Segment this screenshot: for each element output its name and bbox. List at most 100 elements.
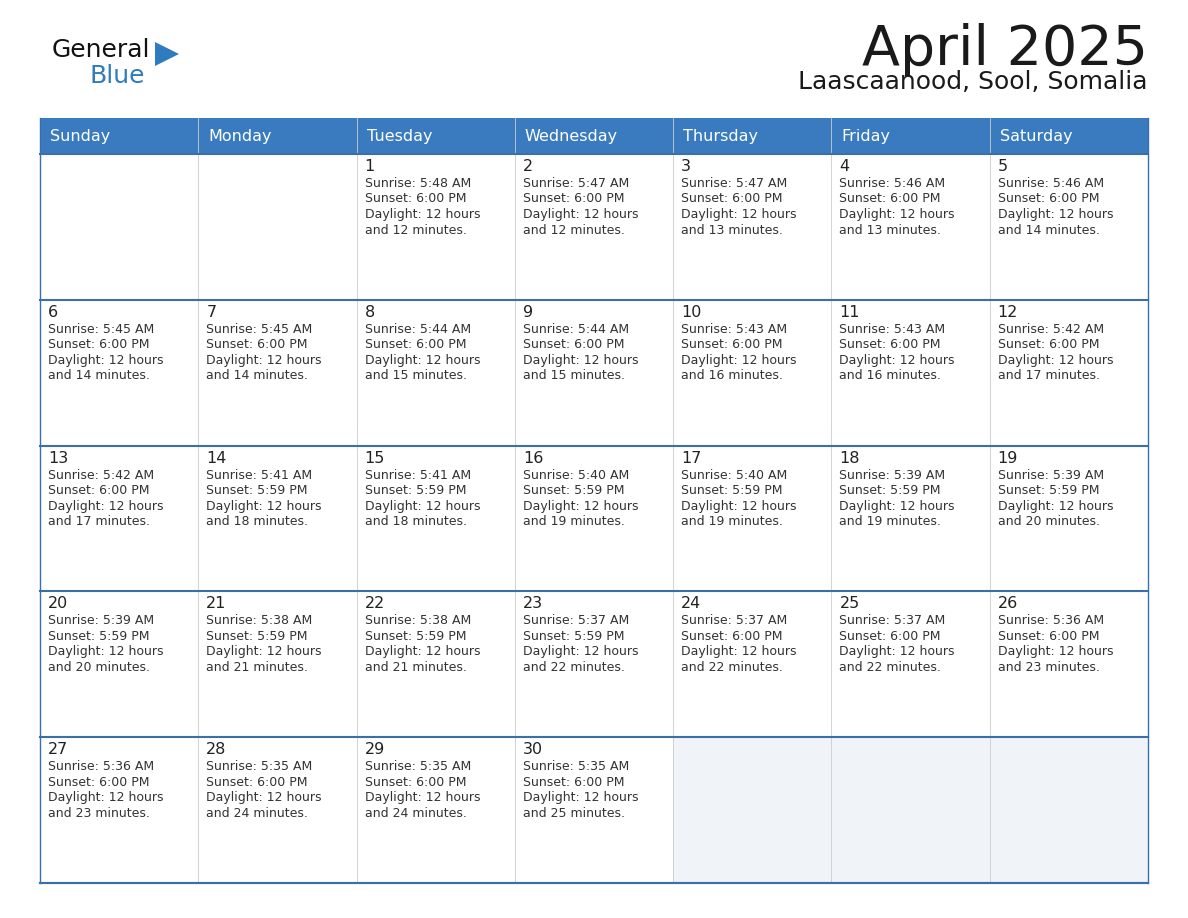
Text: and 21 minutes.: and 21 minutes. xyxy=(365,661,467,674)
Text: 13: 13 xyxy=(48,451,68,465)
Text: Daylight: 12 hours: Daylight: 12 hours xyxy=(998,645,1113,658)
Text: 6: 6 xyxy=(48,305,58,319)
Text: Daylight: 12 hours: Daylight: 12 hours xyxy=(681,353,797,367)
Text: and 15 minutes.: and 15 minutes. xyxy=(523,369,625,382)
Text: Sunset: 6:00 PM: Sunset: 6:00 PM xyxy=(48,776,150,789)
Text: Sunrise: 5:37 AM: Sunrise: 5:37 AM xyxy=(523,614,630,627)
Bar xyxy=(356,737,514,883)
Text: and 23 minutes.: and 23 minutes. xyxy=(48,807,150,820)
Text: Daylight: 12 hours: Daylight: 12 hours xyxy=(523,791,638,804)
Text: Sunset: 6:00 PM: Sunset: 6:00 PM xyxy=(681,193,783,206)
Bar xyxy=(832,445,990,591)
Bar xyxy=(356,445,514,591)
Text: 5: 5 xyxy=(998,159,1007,174)
Text: Sunrise: 5:36 AM: Sunrise: 5:36 AM xyxy=(998,614,1104,627)
Text: 23: 23 xyxy=(523,597,543,611)
Text: Daylight: 12 hours: Daylight: 12 hours xyxy=(207,791,322,804)
Text: Daylight: 12 hours: Daylight: 12 hours xyxy=(840,645,955,658)
Bar xyxy=(990,445,1148,591)
Text: Daylight: 12 hours: Daylight: 12 hours xyxy=(48,645,164,658)
Text: Sunrise: 5:36 AM: Sunrise: 5:36 AM xyxy=(48,760,154,773)
Text: Sunset: 5:59 PM: Sunset: 5:59 PM xyxy=(523,484,625,498)
Text: Sunday: Sunday xyxy=(50,129,110,143)
Text: 10: 10 xyxy=(681,305,702,319)
Bar xyxy=(514,300,674,445)
Text: 26: 26 xyxy=(998,597,1018,611)
Text: and 21 minutes.: and 21 minutes. xyxy=(207,661,308,674)
Text: Daylight: 12 hours: Daylight: 12 hours xyxy=(523,499,638,512)
Text: Daylight: 12 hours: Daylight: 12 hours xyxy=(48,499,164,512)
Text: Sunrise: 5:48 AM: Sunrise: 5:48 AM xyxy=(365,177,470,190)
Bar xyxy=(198,445,356,591)
Text: and 20 minutes.: and 20 minutes. xyxy=(48,661,150,674)
Text: Sunset: 6:00 PM: Sunset: 6:00 PM xyxy=(840,339,941,352)
Text: Wednesday: Wednesday xyxy=(525,129,618,143)
Text: Sunrise: 5:35 AM: Sunrise: 5:35 AM xyxy=(523,760,630,773)
Text: Sunrise: 5:35 AM: Sunrise: 5:35 AM xyxy=(207,760,312,773)
Bar xyxy=(832,737,990,883)
Text: and 14 minutes.: and 14 minutes. xyxy=(48,369,150,382)
Text: Daylight: 12 hours: Daylight: 12 hours xyxy=(840,208,955,221)
Text: 22: 22 xyxy=(365,597,385,611)
Text: Sunset: 6:00 PM: Sunset: 6:00 PM xyxy=(840,193,941,206)
Text: Sunrise: 5:35 AM: Sunrise: 5:35 AM xyxy=(365,760,470,773)
Text: and 17 minutes.: and 17 minutes. xyxy=(48,515,150,528)
Text: Sunrise: 5:39 AM: Sunrise: 5:39 AM xyxy=(840,468,946,482)
Text: and 19 minutes.: and 19 minutes. xyxy=(840,515,941,528)
Bar xyxy=(198,591,356,737)
Bar xyxy=(674,445,832,591)
Bar xyxy=(674,591,832,737)
Text: Daylight: 12 hours: Daylight: 12 hours xyxy=(998,353,1113,367)
Text: Sunset: 6:00 PM: Sunset: 6:00 PM xyxy=(207,339,308,352)
Text: and 15 minutes.: and 15 minutes. xyxy=(365,369,467,382)
Bar xyxy=(674,154,832,300)
Bar xyxy=(832,154,990,300)
Text: 16: 16 xyxy=(523,451,543,465)
Text: Sunset: 5:59 PM: Sunset: 5:59 PM xyxy=(840,484,941,498)
Text: Sunrise: 5:38 AM: Sunrise: 5:38 AM xyxy=(365,614,470,627)
Text: Daylight: 12 hours: Daylight: 12 hours xyxy=(365,499,480,512)
Text: Daylight: 12 hours: Daylight: 12 hours xyxy=(523,645,638,658)
Text: Sunrise: 5:43 AM: Sunrise: 5:43 AM xyxy=(681,323,788,336)
Text: Thursday: Thursday xyxy=(683,129,758,143)
Text: Sunset: 6:00 PM: Sunset: 6:00 PM xyxy=(998,630,1099,643)
Text: Sunrise: 5:37 AM: Sunrise: 5:37 AM xyxy=(840,614,946,627)
Text: Sunset: 6:00 PM: Sunset: 6:00 PM xyxy=(840,630,941,643)
Text: and 23 minutes.: and 23 minutes. xyxy=(998,661,1100,674)
Text: and 24 minutes.: and 24 minutes. xyxy=(365,807,467,820)
Text: Sunset: 5:59 PM: Sunset: 5:59 PM xyxy=(681,484,783,498)
Text: Sunset: 6:00 PM: Sunset: 6:00 PM xyxy=(365,193,466,206)
Text: Sunrise: 5:46 AM: Sunrise: 5:46 AM xyxy=(998,177,1104,190)
Text: Friday: Friday xyxy=(841,129,891,143)
Text: 17: 17 xyxy=(681,451,702,465)
Text: 27: 27 xyxy=(48,742,68,757)
Text: Sunrise: 5:41 AM: Sunrise: 5:41 AM xyxy=(365,468,470,482)
Text: Sunrise: 5:39 AM: Sunrise: 5:39 AM xyxy=(48,614,154,627)
Bar xyxy=(514,154,674,300)
Text: Sunset: 6:00 PM: Sunset: 6:00 PM xyxy=(998,339,1099,352)
Text: Daylight: 12 hours: Daylight: 12 hours xyxy=(365,645,480,658)
Text: Sunset: 5:59 PM: Sunset: 5:59 PM xyxy=(48,630,150,643)
Text: Sunrise: 5:43 AM: Sunrise: 5:43 AM xyxy=(840,323,946,336)
Bar xyxy=(990,591,1148,737)
Text: and 18 minutes.: and 18 minutes. xyxy=(365,515,467,528)
Text: General: General xyxy=(52,38,151,62)
Text: and 13 minutes.: and 13 minutes. xyxy=(681,223,783,237)
Text: Sunrise: 5:40 AM: Sunrise: 5:40 AM xyxy=(523,468,630,482)
Text: 1: 1 xyxy=(365,159,375,174)
Text: 14: 14 xyxy=(207,451,227,465)
Text: Sunrise: 5:41 AM: Sunrise: 5:41 AM xyxy=(207,468,312,482)
Text: 11: 11 xyxy=(840,305,860,319)
Text: Daylight: 12 hours: Daylight: 12 hours xyxy=(207,353,322,367)
Bar xyxy=(356,154,514,300)
Text: Daylight: 12 hours: Daylight: 12 hours xyxy=(998,499,1113,512)
Bar xyxy=(40,591,198,737)
Text: Laascaanood, Sool, Somalia: Laascaanood, Sool, Somalia xyxy=(798,70,1148,94)
Text: Daylight: 12 hours: Daylight: 12 hours xyxy=(365,208,480,221)
Text: April 2025: April 2025 xyxy=(862,23,1148,77)
Text: Sunrise: 5:47 AM: Sunrise: 5:47 AM xyxy=(681,177,788,190)
Text: 15: 15 xyxy=(365,451,385,465)
Bar xyxy=(40,300,198,445)
Text: and 22 minutes.: and 22 minutes. xyxy=(523,661,625,674)
Text: Saturday: Saturday xyxy=(1000,129,1073,143)
